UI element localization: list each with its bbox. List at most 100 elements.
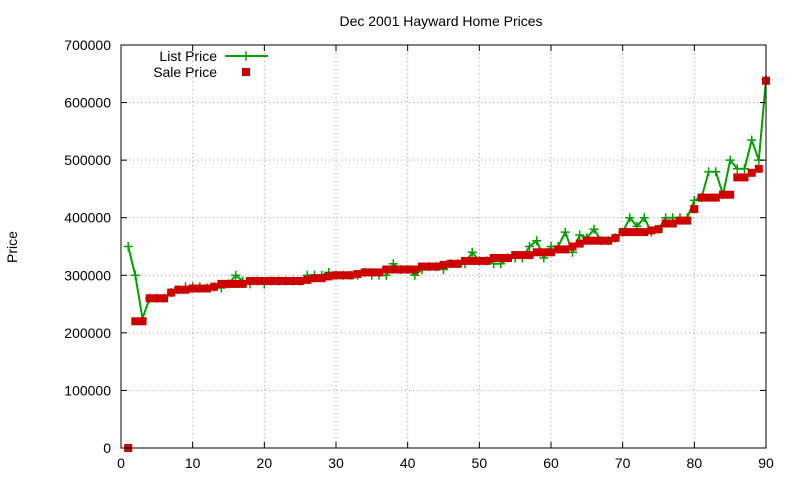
- list-price-point: [130, 270, 140, 280]
- y-tick-label: 500000: [64, 152, 111, 168]
- sale-price-point: [525, 251, 534, 260]
- sale-price-point: [296, 277, 305, 285]
- sale-price-point: [475, 256, 484, 265]
- list-price-point: [689, 195, 699, 205]
- x-tick-label: 10: [185, 455, 201, 471]
- y-tick-label: 100000: [64, 382, 111, 398]
- sale-price-point: [253, 277, 262, 285]
- sale-price-point: [539, 248, 548, 257]
- sale-price-point: [217, 279, 226, 288]
- plot-series: [123, 75, 771, 452]
- sale-price-point: [704, 193, 713, 202]
- sale-price-point: [203, 284, 211, 293]
- sale-price-point: [711, 193, 720, 202]
- list-price-point: [467, 247, 477, 257]
- x-tick-label: 70: [615, 455, 631, 471]
- sale-price-point: [504, 254, 512, 262]
- y-tick-label: 400000: [64, 210, 111, 226]
- y-tick-label: 600000: [64, 95, 111, 111]
- sale-price-point: [668, 219, 677, 228]
- legend: List Price Sale Price: [153, 48, 268, 80]
- list-price-point: [747, 135, 757, 145]
- list-price-point: [575, 230, 585, 240]
- sale-price-point: [188, 284, 197, 293]
- sale-price-point: [303, 275, 312, 284]
- sale-price-point: [195, 284, 204, 293]
- sale-price-point: [353, 270, 362, 279]
- x-tick-label: 60: [543, 455, 559, 471]
- x-tick-label: 40: [400, 455, 416, 471]
- list-price-point: [560, 227, 570, 237]
- sale-price-point: [432, 262, 441, 271]
- sale-price-point: [582, 236, 591, 245]
- sale-price-point: [597, 236, 606, 245]
- sale-price-point: [238, 279, 247, 288]
- sale-price-point: [647, 226, 656, 235]
- list-price-point: [740, 164, 749, 174]
- sale-price-point: [396, 265, 405, 274]
- sale-price-point: [726, 190, 735, 199]
- sale-price-point: [489, 254, 498, 262]
- sale-price-point: [575, 239, 584, 248]
- sale-price-point: [281, 277, 290, 285]
- sale-price-point: [181, 285, 190, 294]
- sale-price-point: [604, 236, 613, 245]
- legend-label-list-price: List Price: [159, 48, 217, 64]
- sale-price-point: [246, 277, 254, 285]
- sale-price-point: [733, 173, 742, 182]
- sale-price-point: [468, 256, 477, 265]
- sale-price-point: [654, 225, 663, 234]
- list-price-point: [725, 155, 735, 165]
- sale-price-point: [482, 256, 491, 265]
- sale-price-point: [224, 279, 233, 288]
- sale-price-point: [676, 216, 684, 225]
- sale-price-point: [138, 317, 147, 326]
- sale-price-point: [611, 233, 620, 242]
- sale-price-point: [633, 228, 641, 237]
- sale-price-point: [145, 294, 154, 303]
- sale-price-point: [167, 288, 176, 297]
- sale-price-point: [740, 173, 749, 182]
- x-tick-label: 90: [758, 455, 774, 471]
- sale-price-point: [697, 193, 706, 202]
- sale-price-point: [375, 268, 383, 277]
- list-price-point: [589, 224, 599, 234]
- sale-price-point: [289, 277, 297, 285]
- plot-border: [120, 44, 767, 449]
- list-price-point: [525, 242, 534, 251]
- sale-price-point: [618, 228, 627, 237]
- x-tick-label: 20: [257, 455, 273, 471]
- sale-price-point: [425, 262, 434, 271]
- sale-price-point: [346, 271, 355, 280]
- y-tick-label: 300000: [64, 267, 111, 283]
- sale-price-point: [625, 228, 634, 237]
- grid: [121, 45, 766, 448]
- sale-price-point: [267, 277, 276, 285]
- sale-price-point: [382, 265, 391, 274]
- sale-price-point: [418, 262, 426, 271]
- sale-price-point: [174, 285, 183, 294]
- sale-price-point: [532, 248, 541, 257]
- sale-price-point: [439, 260, 448, 269]
- legend-marker-sale-price: [242, 68, 250, 76]
- x-tick-label: 80: [687, 455, 703, 471]
- chart-title: Dec 2001 Hayward Home Prices: [339, 13, 542, 29]
- sale-price-point: [131, 317, 140, 326]
- sale-price-point: [274, 277, 283, 285]
- sale-price-point: [339, 271, 348, 280]
- sale-price-point: [360, 268, 369, 277]
- list-price-point: [123, 242, 133, 251]
- sale-price-point: [317, 274, 326, 283]
- sale-price-point: [332, 271, 340, 280]
- sale-price-point: [511, 251, 520, 260]
- sale-price-point: [324, 272, 333, 281]
- sale-price-point: [719, 190, 727, 199]
- sale-price-point: [690, 205, 699, 214]
- sale-price-point: [310, 274, 319, 283]
- sale-price-point: [461, 256, 469, 265]
- sale-price-point: [403, 265, 412, 274]
- list-price-point: [532, 236, 542, 246]
- axis-ticks: 0 10 20 30 40 50 60 70 80 90 0 100000 200000 300000 40…: [64, 37, 774, 471]
- sale-price-point: [446, 259, 455, 268]
